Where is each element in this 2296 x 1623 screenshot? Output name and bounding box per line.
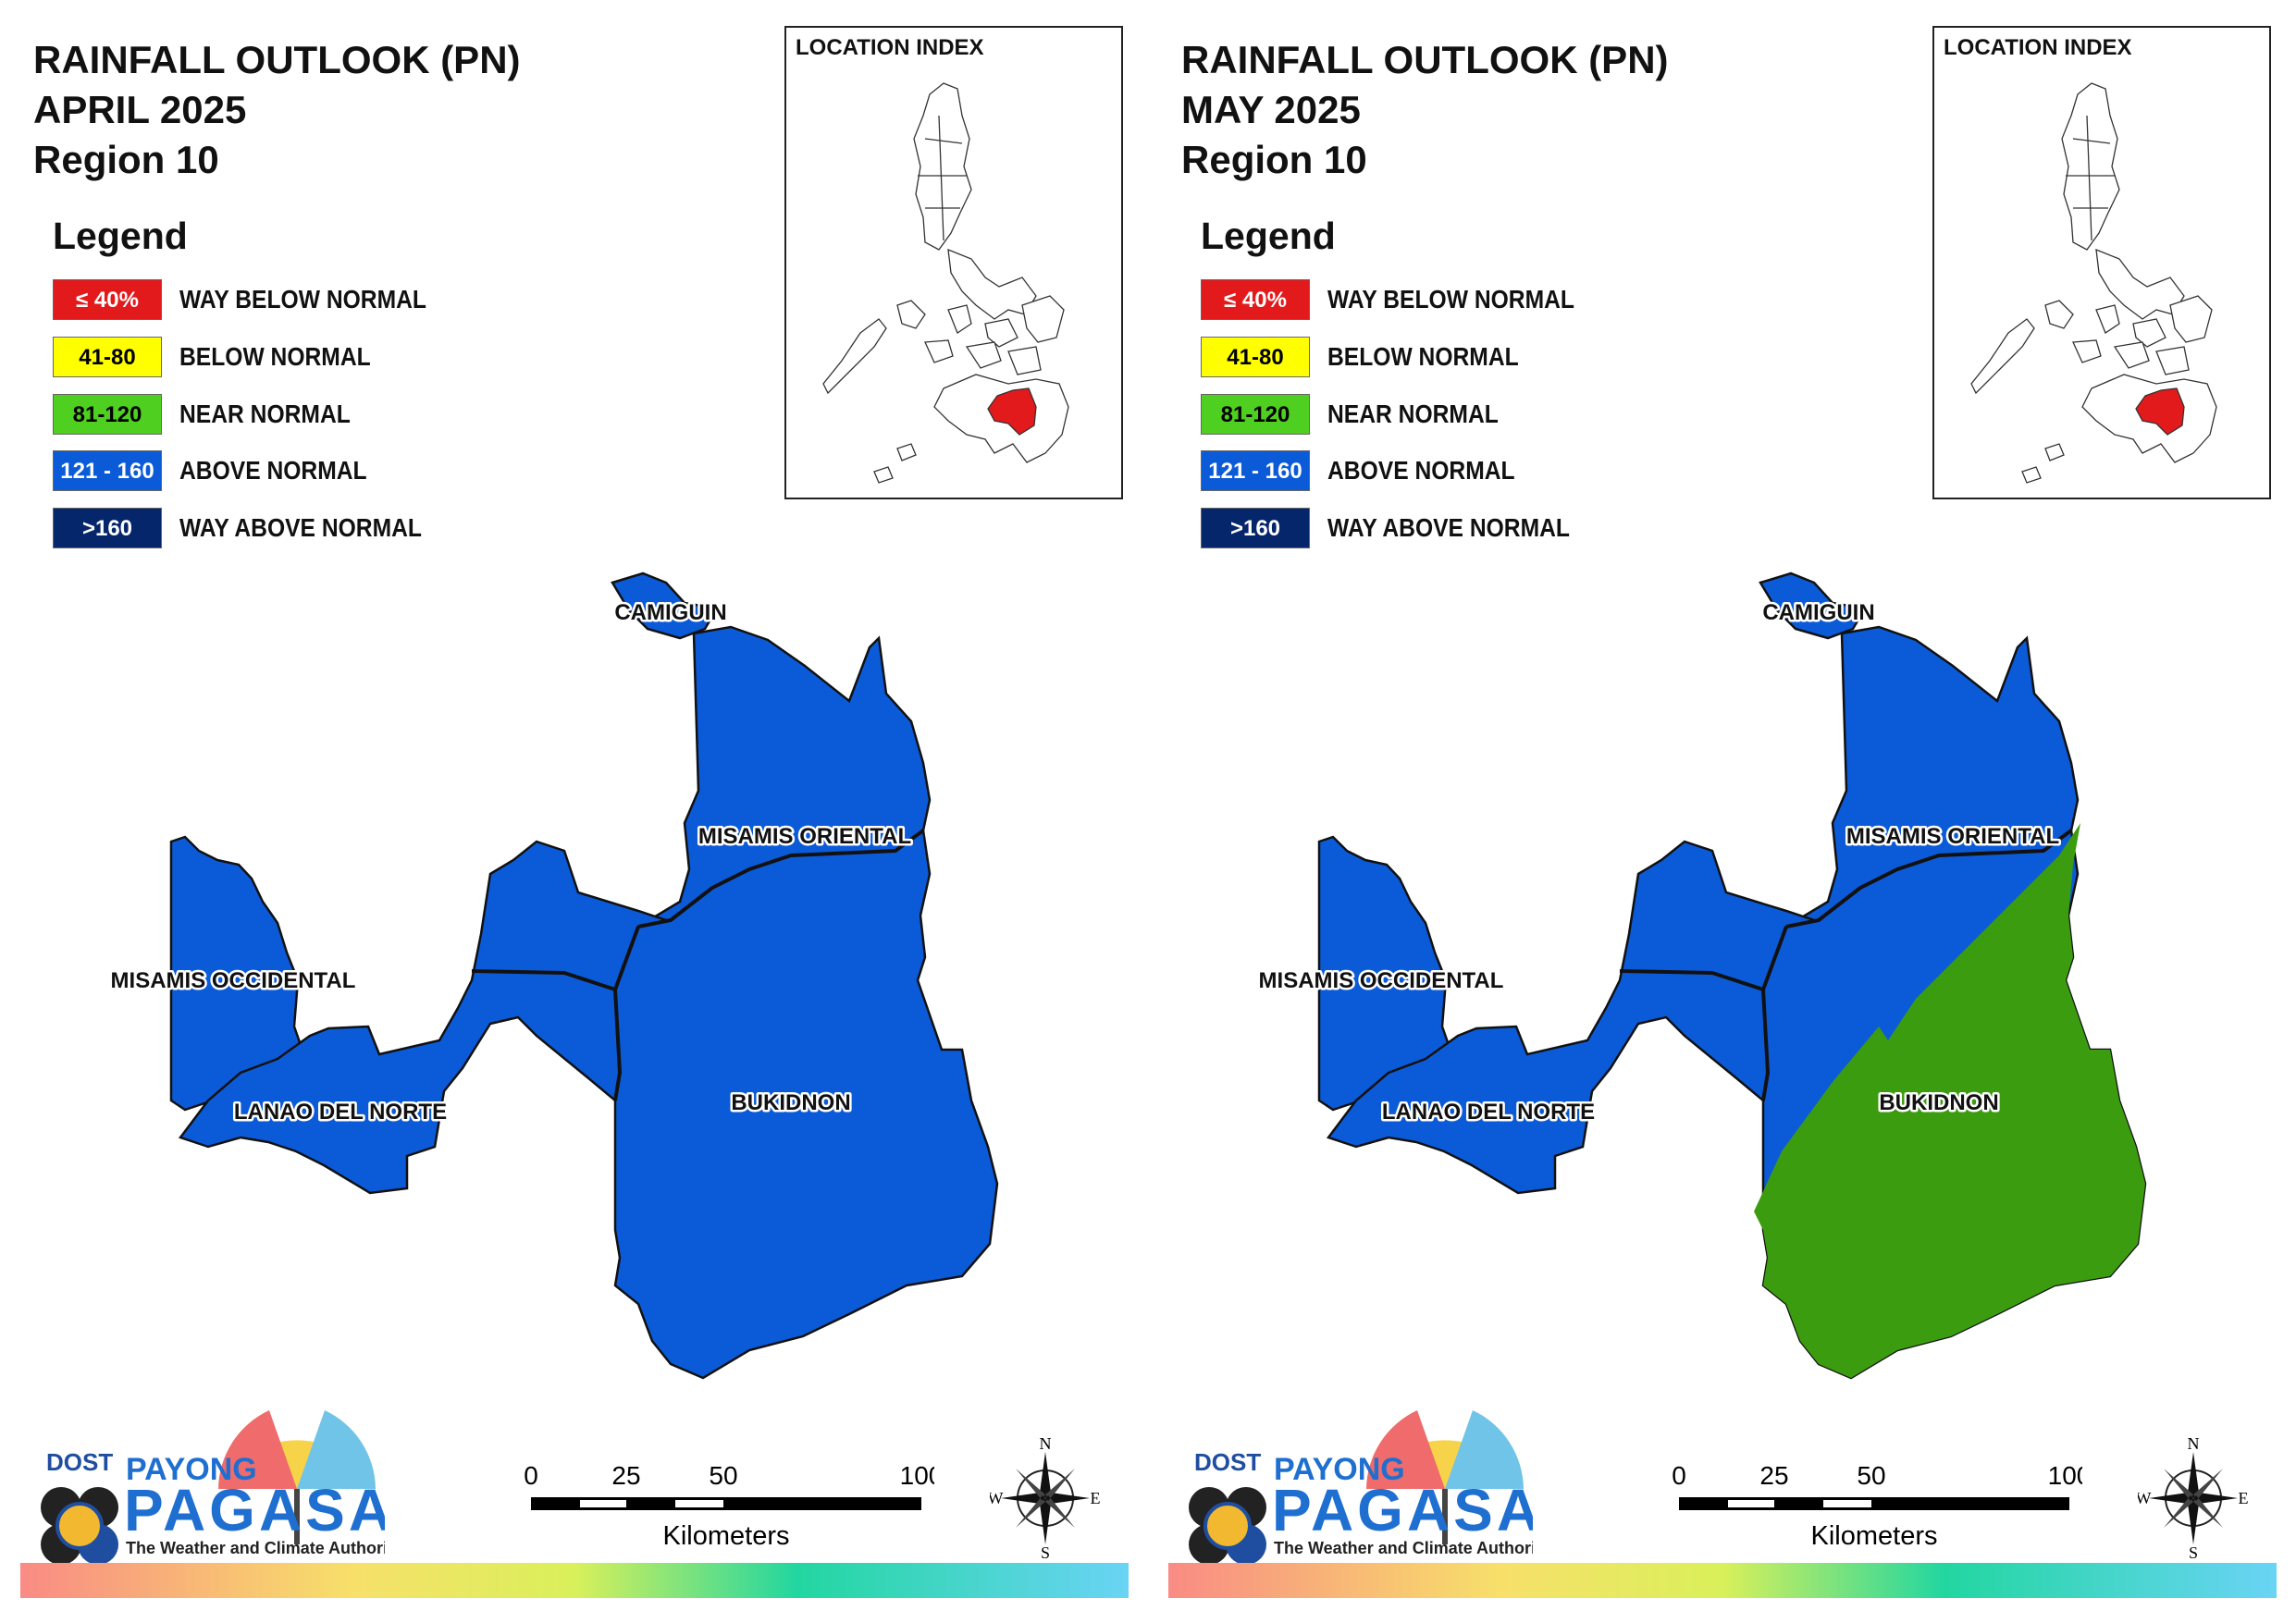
legend-label: ABOVE NORMAL (179, 456, 367, 485)
legend-swatch: 121 - 160 (53, 450, 162, 491)
pagasa-logo: DOST PAYONG PAGASA The Weather and Clima… (1189, 1410, 1533, 1563)
compass-e: E (2239, 1489, 2249, 1507)
legend-label: NEAR NORMAL (179, 400, 351, 428)
title-line-1: RAINFALL OUTLOOK (PN) (33, 38, 521, 81)
location-index-title: LOCATION INDEX (796, 35, 984, 60)
province-borders (471, 829, 925, 1101)
title-line-3: Region 10 (33, 138, 219, 181)
region-10-map: CAMIGUIN MISAMIS ORIENTAL MISAMIS OCCIDE… (1256, 572, 2147, 1380)
label-bukidnon: BUKIDNON (1879, 1090, 1998, 1115)
compass-s: S (2189, 1543, 2198, 1558)
legend-swatch: >160 (1201, 508, 1310, 548)
scale-tick: 25 (1759, 1461, 1788, 1490)
philippines-index-map (1970, 82, 2217, 484)
logo-tagline: The Weather and Climate Authority (1274, 1539, 1533, 1557)
legend-heading: Legend (53, 215, 188, 257)
scale-tick: 50 (1857, 1461, 1885, 1490)
logo-payong: PAYONG (1274, 1452, 1405, 1487)
label-misamis-occidental: MISAMIS OCCIDENTAL (111, 968, 356, 993)
legend-swatch: 41-80 (53, 337, 162, 377)
legend-swatch: ≤ 40% (1201, 279, 1310, 320)
region-10-highlight (987, 387, 1037, 436)
logo-pagasa: PAGASA (124, 1477, 385, 1543)
label-lanao-del-norte: LANAO DEL NORTE (1382, 1100, 1595, 1125)
legend-swatch: ≤ 40% (53, 279, 162, 320)
compass-s: S (1041, 1543, 1050, 1558)
label-camiguin: CAMIGUIN (614, 600, 726, 625)
logo-dost: DOST (46, 1448, 113, 1476)
title-line-2: APRIL 2025 (33, 88, 247, 131)
legend-label: BELOW NORMAL (1327, 342, 1519, 371)
title-line-3: Region 10 (1181, 138, 1367, 181)
compass-w: W (2138, 1489, 2152, 1507)
logo-payong: PAYONG (126, 1452, 257, 1487)
color-gradient-bar (1168, 1563, 2277, 1598)
scale-bar: 0 25 50 100 Kilometers (1672, 1461, 2082, 1551)
scale-tick: 0 (1672, 1461, 1686, 1490)
compass-n: N (2188, 1438, 2200, 1453)
legend-swatch: 121 - 160 (1201, 450, 1310, 491)
scale-bar: 0 25 50 100 Kilometers (524, 1461, 934, 1551)
legend-label: ABOVE NORMAL (1327, 456, 1515, 485)
label-misamis-occidental: MISAMIS OCCIDENTAL (1259, 968, 1504, 993)
camiguin-shape (1759, 572, 1867, 640)
compass-rose-icon: N S W E (990, 1438, 1101, 1558)
legend-label: WAY ABOVE NORMAL (1327, 513, 1570, 542)
legend-label: WAY ABOVE NORMAL (179, 513, 422, 542)
bukidnon-near-normal-shape (1754, 823, 2145, 1378)
location-index: LOCATION INDEX (784, 26, 1123, 499)
label-bukidnon: BUKIDNON (731, 1090, 850, 1115)
camiguin-shape (611, 572, 719, 640)
logo-tagline: The Weather and Climate Authority (126, 1539, 385, 1557)
scale-unit: Kilometers (663, 1521, 790, 1551)
region-10-map: CAMIGUIN MISAMIS ORIENTAL MISAMIS OCCIDE… (108, 572, 999, 1380)
province-borders (1619, 829, 2073, 1101)
label-misamis-oriental: MISAMIS ORIENTAL (698, 824, 911, 849)
region-10-highlight (2135, 387, 2185, 436)
logo-pagasa: PAGASA (1272, 1477, 1533, 1543)
label-lanao-del-norte: LANAO DEL NORTE (234, 1100, 447, 1125)
legend-swatch: 81-120 (1201, 394, 1310, 435)
legend-label: NEAR NORMAL (1327, 400, 1499, 428)
location-index-title: LOCATION INDEX (1944, 35, 2132, 60)
title-line-1: RAINFALL OUTLOOK (PN) (1181, 38, 1669, 81)
title-line-2: MAY 2025 (1181, 88, 1361, 131)
scale-tick: 0 (524, 1461, 538, 1490)
compass-e: E (1091, 1489, 1101, 1507)
color-gradient-bar (20, 1563, 1129, 1598)
logo-dost: DOST (1194, 1448, 1261, 1476)
compass-n: N (1040, 1438, 1052, 1453)
scale-tick: 100 (900, 1461, 934, 1490)
scale-tick: 100 (2048, 1461, 2082, 1490)
scale-tick: 25 (611, 1461, 640, 1490)
legend-swatch: 81-120 (53, 394, 162, 435)
map-title: RAINFALL OUTLOOK (PN) APRIL 2025 Region … (33, 35, 521, 185)
panel-april: RAINFALL OUTLOOK (PN) APRIL 2025 Region … (20, 26, 1129, 1598)
label-misamis-oriental: MISAMIS ORIENTAL (1846, 824, 2059, 849)
legend-label: BELOW NORMAL (179, 342, 371, 371)
label-camiguin: CAMIGUIN (1762, 600, 1874, 625)
pagasa-logo: DOST PAYONG PAGASA The Weather and Clima… (41, 1410, 385, 1563)
compass-w: W (990, 1489, 1004, 1507)
scale-tick: 50 (709, 1461, 737, 1490)
philippines-index-map (822, 82, 1069, 484)
legend-heading: Legend (1201, 215, 1336, 257)
legend-label: WAY BELOW NORMAL (1327, 285, 1574, 314)
legend-swatch: 41-80 (1201, 337, 1310, 377)
legend-swatch: >160 (53, 508, 162, 548)
compass-rose-icon: N S W E (2138, 1438, 2249, 1558)
panel-may: RAINFALL OUTLOOK (PN) MAY 2025 Region 10… (1148, 0, 2296, 1623)
location-index: LOCATION INDEX (1932, 26, 2271, 499)
scale-unit: Kilometers (1811, 1521, 1938, 1551)
map-title: RAINFALL OUTLOOK (PN) MAY 2025 Region 10 (1181, 35, 1669, 185)
legend-label: WAY BELOW NORMAL (179, 285, 426, 314)
